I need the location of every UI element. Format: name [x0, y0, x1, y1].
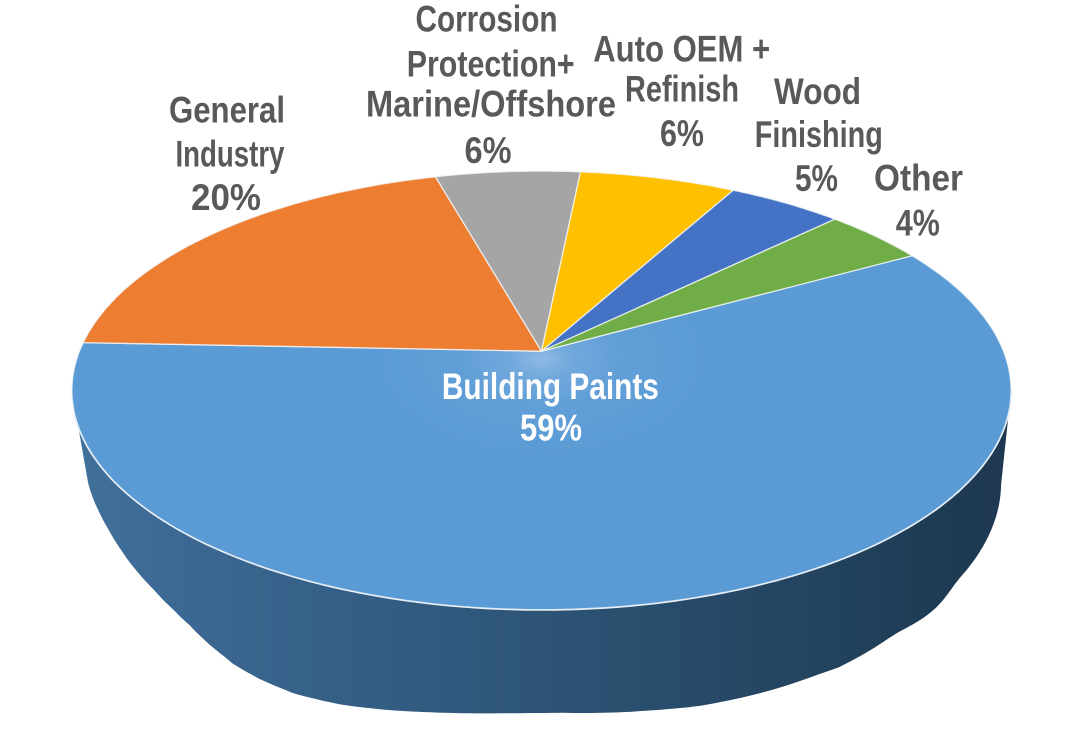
svg-text:20%: 20%: [191, 177, 261, 218]
svg-text:Wood: Wood: [774, 71, 861, 112]
svg-text:Protection+: Protection+: [407, 43, 575, 84]
svg-text:Refinish: Refinish: [625, 68, 739, 109]
svg-text:6%: 6%: [465, 130, 512, 171]
svg-text:Industry: Industry: [176, 133, 285, 174]
svg-text:Finishing: Finishing: [755, 114, 883, 155]
svg-text:5%: 5%: [795, 158, 838, 199]
svg-text:Building Paints: Building Paints: [442, 366, 659, 407]
svg-text:Other: Other: [874, 157, 963, 198]
svg-text:4%: 4%: [896, 202, 940, 243]
svg-text:General: General: [169, 89, 285, 130]
svg-text:Marine/Offshore: Marine/Offshore: [366, 83, 616, 124]
svg-text:Corrosion: Corrosion: [416, 0, 558, 40]
svg-text:6%: 6%: [660, 113, 704, 154]
svg-text:59%: 59%: [520, 407, 582, 448]
svg-text:Auto OEM +: Auto OEM +: [593, 29, 770, 70]
